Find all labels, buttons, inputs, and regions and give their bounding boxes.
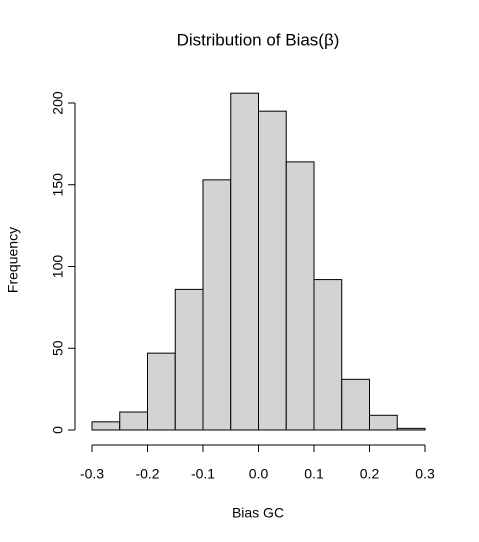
x-tick-label: -0.2	[135, 466, 159, 482]
bar	[258, 110, 287, 431]
y-tick-label: 50	[50, 340, 66, 356]
y-tick-label: 0	[50, 426, 66, 434]
bar	[202, 179, 232, 431]
bar	[341, 378, 370, 431]
x-tick-label: 0.1	[304, 466, 324, 482]
bar	[396, 427, 426, 431]
y-tick-label: 100	[50, 255, 66, 279]
bar	[119, 411, 148, 431]
bar	[174, 288, 204, 431]
x-tick-label: 0.3	[415, 466, 435, 482]
x-tick-label: 0.0	[249, 466, 269, 482]
bar	[147, 352, 176, 431]
bar	[369, 414, 398, 431]
y-tick-label: 200	[50, 91, 66, 115]
x-tick-label: -0.3	[80, 466, 104, 482]
bar	[285, 161, 315, 431]
y-axis-label: Frequency	[5, 227, 21, 293]
bar	[313, 279, 343, 431]
x-axis-label: Bias GC	[232, 505, 284, 521]
chart-title: Distribution of Bias(β)	[177, 30, 340, 49]
y-tick-label: 150	[50, 173, 66, 197]
x-tick-label: 0.2	[360, 466, 380, 482]
bar	[91, 421, 121, 431]
bar	[230, 92, 259, 431]
x-tick-label: -0.1	[191, 466, 215, 482]
